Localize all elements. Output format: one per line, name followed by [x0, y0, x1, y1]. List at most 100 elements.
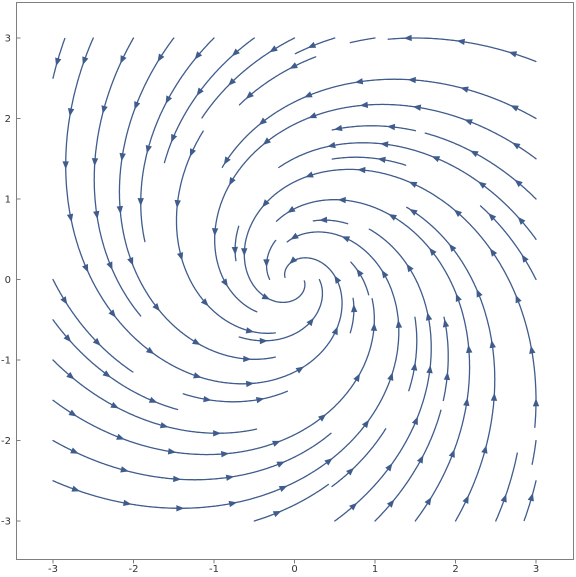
stream-arrowhead [481, 445, 488, 454]
stream-arrowhead [200, 298, 209, 307]
stream-arrowhead [334, 275, 342, 284]
streamline [495, 452, 518, 522]
stream-arrowhead [55, 57, 62, 67]
stream-arrowhead [220, 451, 230, 458]
streamline [442, 316, 449, 402]
stream-arrowhead [307, 41, 317, 48]
stream-arrowhead [213, 430, 222, 437]
stream-arrowhead [167, 448, 177, 455]
x-tick-label: -3 [48, 564, 58, 575]
stream-arrowhead [377, 156, 386, 164]
streamline [118, 37, 276, 360]
streamline [374, 409, 442, 522]
streamline [201, 37, 296, 119]
stream-arrowhead [324, 458, 333, 466]
streamline [275, 199, 471, 522]
stream-arrowhead [262, 199, 270, 208]
stream-arrowhead [60, 296, 68, 305]
stream-arrowhead [460, 86, 469, 93]
stream-arrowhead [145, 346, 155, 355]
stream-arrowhead [92, 337, 101, 346]
stream-arrowhead [303, 91, 313, 98]
stream-arrowhead [70, 447, 79, 454]
stream-arrowhead [408, 181, 418, 188]
stream-arrowhead [387, 372, 394, 381]
stream-arrowhead [289, 256, 298, 265]
stream-arrowhead [403, 34, 412, 42]
stream-arrowhead [412, 104, 422, 111]
stream-arrowhead [386, 123, 396, 131]
stream-arrowhead [443, 371, 451, 381]
stream-arrowhead [106, 261, 113, 271]
stream-arrowhead [211, 228, 219, 237]
stream-arrowhead [327, 141, 336, 149]
streamline [278, 142, 537, 240]
x-tick-label: 2 [452, 564, 458, 575]
stream-arrowhead [278, 485, 288, 492]
streamline [234, 225, 240, 262]
stream-arrowhead [380, 141, 389, 148]
streamline [52, 432, 332, 481]
streamline [424, 132, 537, 200]
stream-arrowhead [385, 463, 393, 472]
streamline [350, 261, 370, 296]
streamline [52, 231, 400, 509]
stream-arrowhead [241, 248, 248, 257]
stream-arrowhead [337, 196, 346, 204]
stream-arrowhead [407, 76, 416, 84]
stream-arrowhead [331, 326, 338, 336]
stream-arrowhead [500, 493, 507, 503]
stream-arrowhead [261, 293, 271, 300]
stream-arrowhead [463, 397, 470, 407]
stream-arrowhead [110, 401, 119, 409]
streamline [214, 103, 537, 313]
stream-arrowhead [429, 247, 437, 256]
stream-arrowhead [466, 344, 473, 354]
stream-arrowhead [490, 392, 498, 401]
stream-arrowhead [529, 345, 536, 354]
stream-arrowhead [120, 466, 129, 473]
streamline [52, 298, 375, 456]
streamline [265, 239, 277, 281]
streamline [523, 480, 537, 522]
stream-arrowhead [171, 133, 178, 143]
stream-arrowhead [514, 179, 523, 188]
stream-arrowhead [476, 288, 483, 298]
streamline [238, 278, 324, 342]
stream-arrowhead [66, 213, 74, 223]
stream-arrowhead [350, 304, 358, 313]
y-tick-label: 0 [5, 275, 11, 286]
stream-arrowhead [93, 210, 100, 220]
stream-arrowhead [489, 339, 496, 349]
stream-lines [52, 34, 540, 522]
stream-arrowhead [532, 398, 540, 407]
stream-arrowhead [488, 213, 497, 222]
stream-arrowhead [229, 177, 236, 186]
stream-arrowhead [290, 232, 299, 240]
stream-arrowhead [66, 371, 75, 380]
stream-arrowhead [127, 257, 134, 266]
stream-arrowhead [116, 205, 123, 215]
stream-arrowhead [258, 117, 267, 126]
stream-arrowhead [231, 48, 240, 57]
stream-arrowhead [370, 322, 378, 331]
stream-arrowhead [425, 312, 433, 321]
stream-arrowhead [512, 142, 521, 150]
stream-arrowhead [245, 91, 254, 99]
stream-arrowhead [416, 455, 424, 464]
stream-arrowhead [464, 119, 473, 126]
streamline [331, 125, 417, 132]
stream-arrowhead [228, 77, 237, 86]
streamline [93, 37, 142, 317]
stream-arrowhead [176, 505, 185, 512]
stream-arrowhead [220, 278, 228, 287]
streamline [331, 156, 407, 166]
stream-arrowhead [71, 485, 81, 492]
y-tick-label: 1 [5, 195, 11, 206]
stream-arrowhead [470, 150, 479, 158]
stream-arrowhead [148, 396, 158, 403]
stream-arrowhead [409, 208, 418, 216]
stream-arrowhead [386, 499, 395, 508]
streamline [65, 37, 343, 385]
